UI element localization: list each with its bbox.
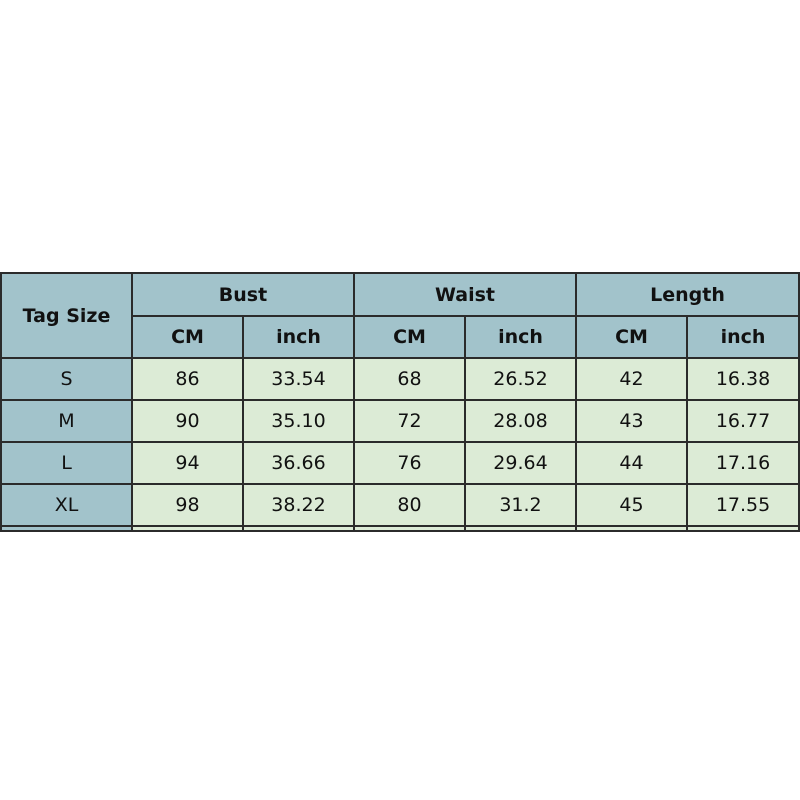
measurement-cell: 29.64 [463,441,578,485]
measurement-cell: 98 [131,483,244,527]
measurement-cell: 33.54 [242,357,355,401]
measurement-cell: 45 [575,483,689,527]
measurement-cell: 16.77 [686,399,800,443]
size-label: XL [0,483,133,527]
measurement-cell: 72 [353,399,466,443]
table-row: XL 98 38.22 80 31.2 45 17.55 [0,483,800,527]
unit-header: inch [242,315,355,359]
measurement-cell: 28.08 [463,399,578,443]
measurement-cell: 16.38 [686,357,800,401]
measurement-cell: 80 [353,483,466,527]
measurement-cell: 44 [575,441,689,485]
measurement-cell: 35.10 [242,399,355,443]
measurement-cell: 31.2 [463,483,578,527]
length-header: Length [575,272,800,317]
measurement-cell: 94 [131,441,244,485]
measurement-cell: 76 [353,441,466,485]
measurement-cell: 17.55 [686,483,800,527]
size-label: L [0,441,133,485]
table-row: L 94 36.66 76 29.64 44 17.16 [0,441,800,485]
measurement-cell: 38.22 [242,483,355,527]
unit-header: CM [353,315,466,359]
unit-header: CM [131,315,244,359]
unit-header: CM [575,315,689,359]
measurement-cell: 17.16 [686,441,800,485]
tag-size-header: Tag Size [0,272,133,359]
size-chart-table: Tag Size Bust Waist Length CM inch CM in… [0,272,800,532]
measurement-cell: 86 [131,357,244,401]
measurement-cell: 90 [131,399,244,443]
measurement-cell: 68 [353,357,466,401]
unit-header: inch [686,315,800,359]
table-tail-row [0,525,800,532]
table-row: M 90 35.10 72 28.08 43 16.77 [0,399,800,443]
waist-header: Waist [352,272,578,317]
measurement-cell: 43 [575,399,689,443]
size-label: M [0,399,133,443]
size-label: S [0,357,133,401]
bust-header: Bust [131,272,355,317]
measurement-cell: 36.66 [242,441,355,485]
measurement-cell: 42 [575,357,689,401]
measurement-cell: 26.52 [463,357,578,401]
unit-header: inch [463,315,578,359]
table-row: S 86 33.54 68 26.52 42 16.38 [0,357,800,401]
